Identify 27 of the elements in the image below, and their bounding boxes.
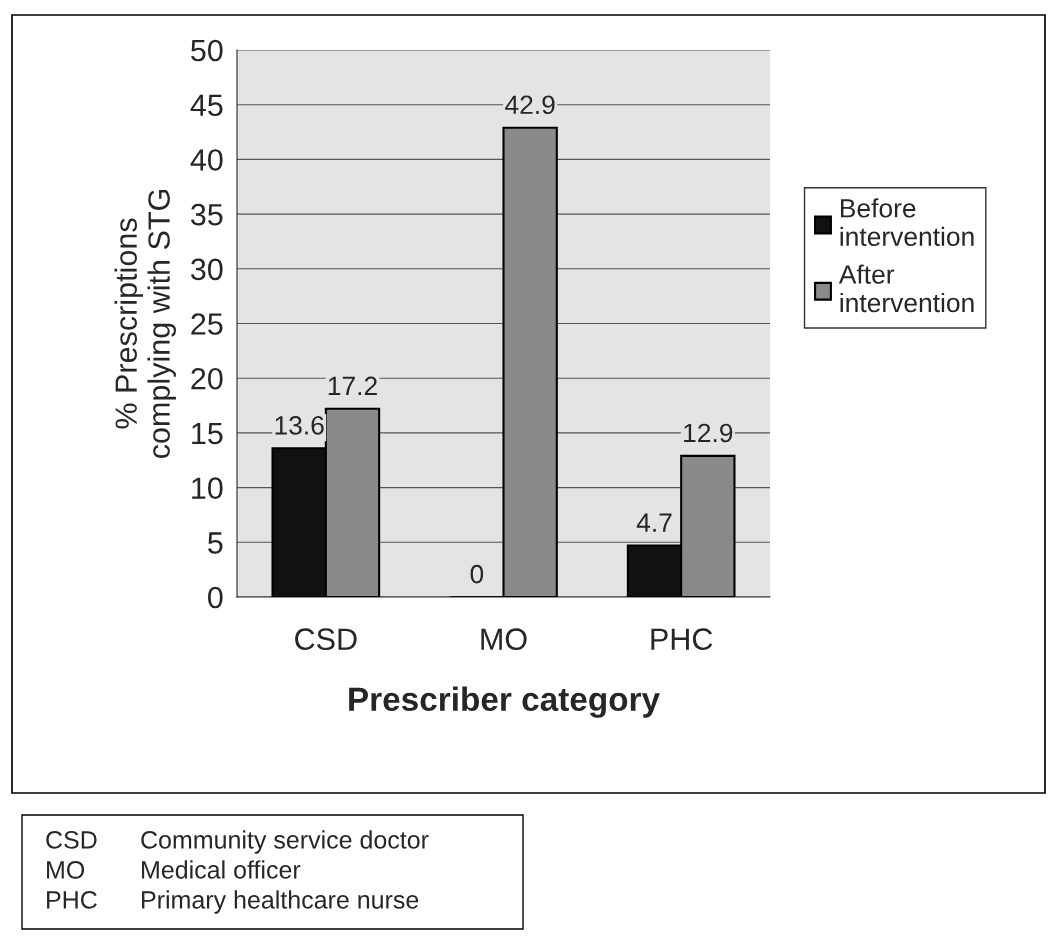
y-tick-label: 25 [191,313,223,335]
x-tick-label: MO [481,628,527,650]
y-tick-label: 30 [190,258,223,281]
y-tick-label: 5 [208,532,223,554]
data-label: 0 [470,564,484,584]
y-tick-label: 40 [190,149,223,171]
data-label: 13.6 [275,415,324,435]
text: PHC Primary healthcare nurse [47,890,419,914]
x-axis-title: Prescriber category [349,686,660,718]
y-tick-label: 15 [192,422,223,445]
legend-label: Before intervention [840,198,974,247]
y-tick-label: 10 [192,477,223,499]
x-tick-label: CSD [295,628,357,650]
y-tick-label: 0 [208,586,223,609]
x-tick-label: PHC [651,628,713,650]
y-tick-label: 20 [191,367,223,390]
y-tick-label: 45 [190,94,223,117]
data-label: 4.7 [636,513,672,532]
text: MO Medical officer [47,860,301,879]
y-axis-title: % Prescriptions complying with STG [114,189,176,459]
data-label: 12.9 [684,423,733,443]
data-label: 17.2 [328,376,377,396]
data-label: 42.9 [505,95,555,115]
y-tick-label: 50 [191,39,223,62]
y-tick-label: 35 [190,203,223,226]
legend-label: After intervention [838,264,974,313]
text: CSD Community service doctor [46,830,429,854]
